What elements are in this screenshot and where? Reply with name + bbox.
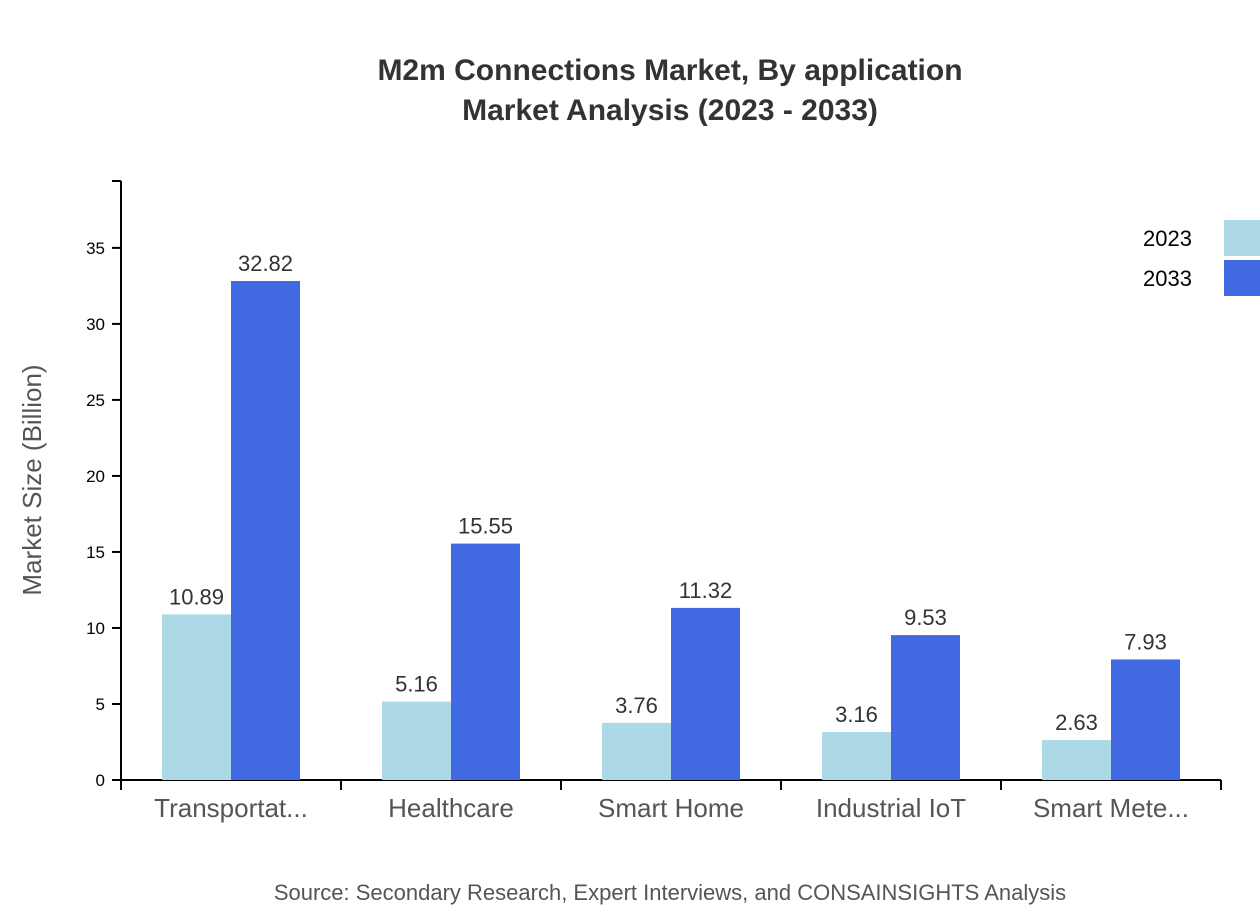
data-label: 3.76 (615, 693, 658, 718)
chart-subtitle: Market Analysis (2023 - 2033) (462, 94, 878, 127)
x-tick-label: Healthcare (388, 793, 514, 823)
bar-2023 (382, 701, 451, 780)
y-tick-label: 5 (96, 695, 105, 714)
bar-2033 (891, 635, 960, 780)
x-tick-label: Transportat... (154, 793, 308, 823)
legend-swatch-2033 (1224, 260, 1260, 296)
data-label: 7.93 (1124, 629, 1167, 654)
y-axis-label: Market Size (Billion) (17, 364, 47, 595)
data-label: 9.53 (904, 605, 947, 630)
data-label: 5.16 (395, 672, 438, 697)
data-label: 3.16 (835, 702, 878, 727)
x-tick-label: Smart Mete... (1033, 793, 1189, 823)
bar-2023 (822, 731, 891, 780)
legend-label: 2023 (1143, 226, 1192, 251)
bar-2023 (1042, 740, 1111, 780)
y-tick-label: 15 (86, 543, 105, 562)
bar-2023 (602, 722, 671, 780)
bar-2033 (451, 543, 520, 780)
y-tick-label: 35 (86, 239, 105, 258)
bar-2033 (1111, 659, 1180, 780)
bar-2033 (231, 281, 300, 780)
bar-2023 (162, 614, 231, 780)
y-tick-label: 25 (86, 391, 105, 410)
data-label: 10.89 (169, 584, 224, 609)
data-label: 2.63 (1055, 710, 1098, 735)
x-tick-label: Industrial IoT (816, 793, 966, 823)
legend-label: 2033 (1143, 266, 1192, 291)
data-label: 11.32 (679, 578, 732, 603)
data-label: 32.82 (238, 251, 293, 276)
y-tick-label: 30 (86, 315, 105, 334)
bar-2033 (671, 607, 740, 780)
y-tick-label: 10 (86, 619, 105, 638)
y-tick-label: 0 (96, 771, 105, 790)
x-tick-label: Smart Home (598, 793, 744, 823)
data-label: 15.55 (458, 514, 513, 539)
source-note: Source: Secondary Research, Expert Inter… (274, 880, 1066, 905)
y-tick-label: 20 (86, 467, 105, 486)
chart-title: M2m Connections Market, By application (377, 54, 962, 87)
legend-swatch-2023 (1224, 220, 1260, 256)
